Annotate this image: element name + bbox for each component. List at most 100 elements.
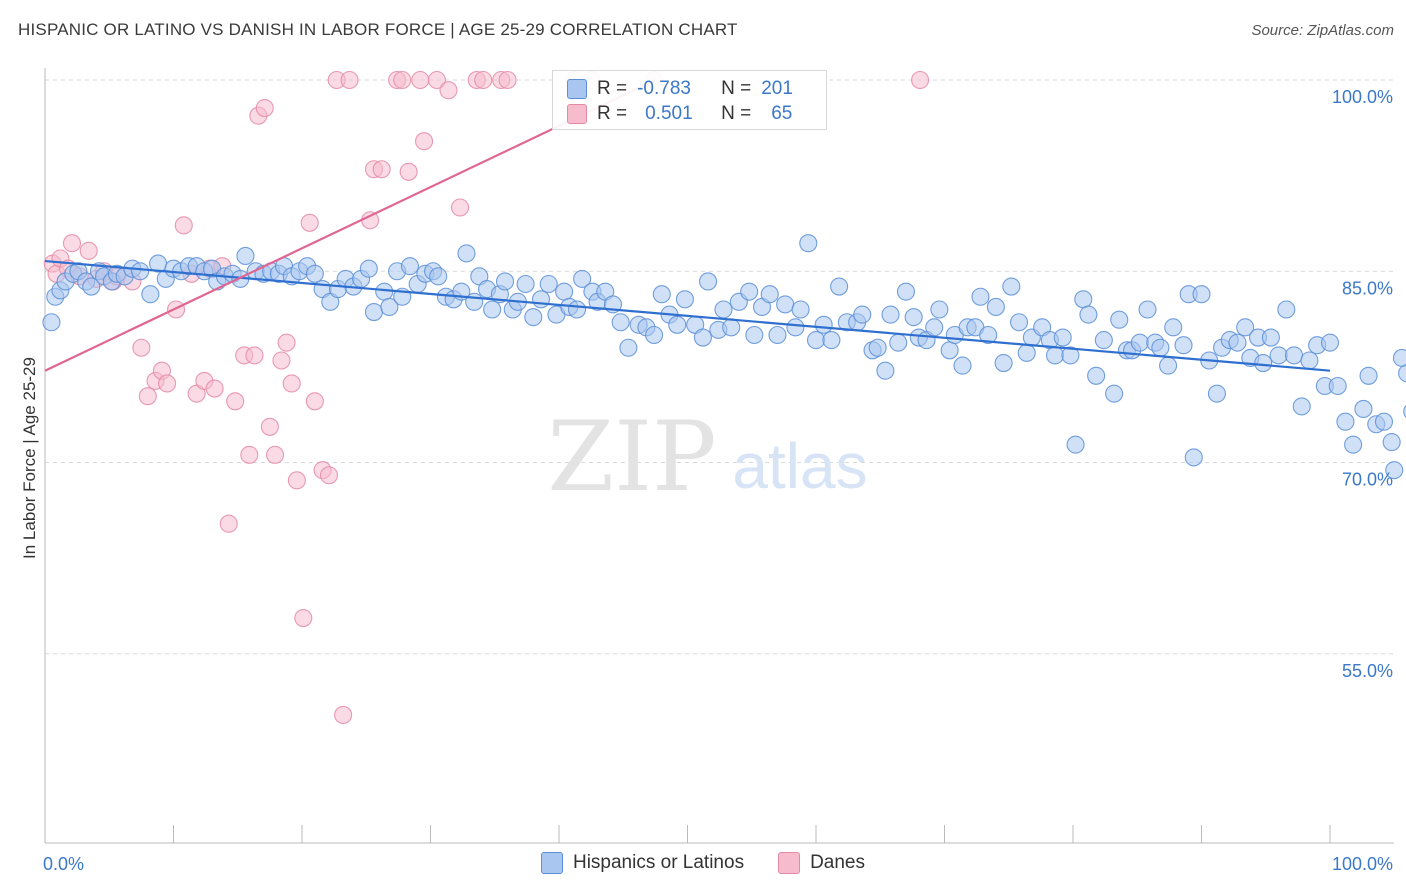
danes-point [158,374,177,393]
legend-row-danes: R = 0.501 N = 65 [567,102,792,126]
hispanics-point [930,300,949,319]
hispanics-point [675,290,694,309]
hispanics-point [830,277,849,296]
danes-point [399,162,418,181]
danes-point [174,216,193,235]
hispanics-point [1174,336,1193,355]
hispanics-point [1254,353,1273,373]
hispanics-point [925,318,944,337]
hispanics-point [986,297,1005,317]
hispanics-point [822,331,841,350]
hispanics-point [1284,346,1304,365]
hispanics-point [1017,343,1036,362]
hispanics-point [1236,318,1255,337]
y-tick-label: 85.0% [1342,278,1393,298]
hispanics-point [483,300,502,319]
hispanics-point [375,282,394,301]
danes-point [132,338,151,357]
hispanics-point [619,338,638,357]
hispanics-point [971,287,990,306]
hispanics-point [1277,300,1296,319]
hispanics-point [1138,300,1157,319]
hispanics-point [1002,277,1021,296]
danes-point [260,417,279,436]
hispanics-point [429,267,448,286]
danes-point [393,70,412,90]
hispanics-point [776,295,795,314]
hispanics-point [1207,384,1226,403]
hispanics-point [531,290,551,309]
danes-point [245,346,264,365]
hispanics-point [380,297,399,317]
danes-point [498,70,517,90]
hispanics-point [1385,461,1404,480]
legend-swatch-blue [540,852,563,874]
hispanics-point [768,325,787,345]
hispanics-point [1398,364,1406,383]
hispanics-point [876,361,895,380]
legend-item-hispanics[interactable]: Hispanics or Latinos [540,852,745,874]
hispanics-point [457,244,476,263]
hispanics-point [1053,328,1072,347]
hispanics-point [1184,448,1203,467]
legend-label-danes: Danes [810,852,865,873]
hispanics-point [714,300,733,319]
hispanics-point [1192,285,1211,304]
hispanics-point [611,313,630,332]
source-label: Source: ZipAtlas.com [1251,22,1394,39]
danes-point [415,132,434,151]
danes-point [277,333,296,352]
danes-point [272,351,291,370]
hispanics-point [495,272,515,291]
hispanics-point [1354,399,1373,419]
hispanics-point [1403,404,1406,419]
legend-item-danes[interactable]: Danes [778,852,865,874]
hispanics-point [1336,412,1355,431]
legend-label-hispanics: Hispanics or Latinos [572,852,745,873]
hispanics-point [652,285,671,304]
y-tick-label: 70.0% [1342,470,1393,490]
chart-title: HISPANIC OR LATINO VS DANISH IN LABOR FO… [18,20,738,39]
hispanics-point [786,318,805,337]
hispanics-point [465,292,484,311]
hispanics-point [539,274,558,294]
hispanics-point [82,277,101,296]
hispanics-point [42,313,61,332]
hispanics-point [1061,346,1080,365]
danes-point [340,70,359,90]
hispanics-point [760,285,779,304]
bottom-legend: Hispanics or Latinos Danes [0,852,1406,874]
danes-point [167,300,186,319]
hispanics-point [1105,384,1124,403]
danes-point [439,81,458,100]
x-tick-label: 100.0% [1332,854,1393,874]
danes-point [427,70,446,90]
hispanics-point [400,257,419,276]
danes-point [226,392,245,411]
hispanics-point [555,282,574,301]
danes-point [334,705,353,725]
danes-point [300,213,319,232]
hispanics-point [722,318,741,337]
hispanics-point [1087,366,1106,385]
danes-point [911,70,930,90]
x-tick-label: 0.0% [43,854,84,874]
hispanics-point [1074,290,1093,309]
hispanics-point [1359,366,1378,385]
legend-swatch-pink [778,852,801,874]
danes-point [372,160,391,179]
hispanics-point [994,353,1013,373]
hispanics-point [1392,348,1406,367]
tick-labels: 100.0% 85.0% 70.0% 55.0% 0.0% 100.0% [43,87,1393,874]
danes-point [282,374,301,393]
hispanics-point [868,338,887,357]
hispanics-point [904,308,923,327]
danes-point [361,211,380,230]
danes-point [205,379,224,398]
hispanics-point [1151,338,1170,357]
hispanics-point [567,300,587,319]
hispanics-point [1159,356,1178,375]
danes-point [474,70,493,90]
hispanics-point [645,325,664,345]
danes-point [79,241,98,260]
